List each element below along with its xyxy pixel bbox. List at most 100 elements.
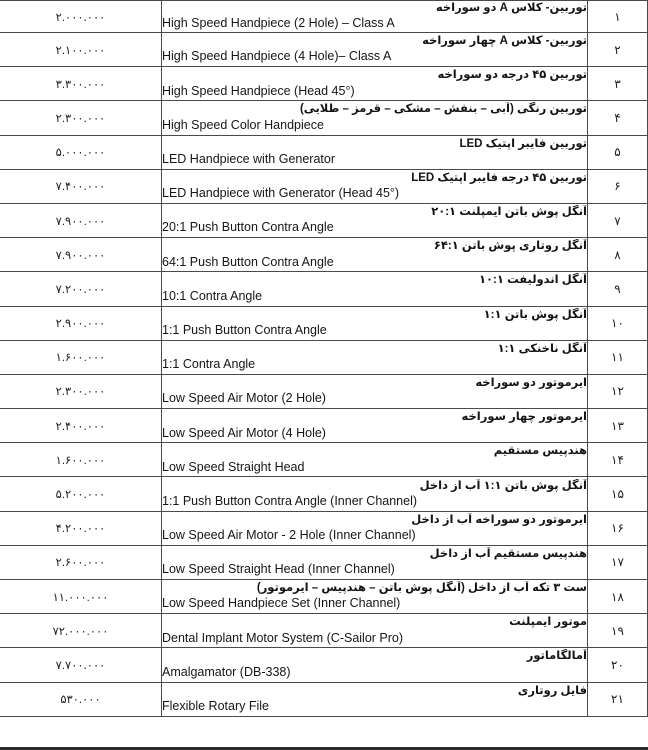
price-cell: ۲.۳۰۰.۰۰۰ <box>0 100 162 136</box>
row-number-cell: ۱۰ <box>587 305 648 341</box>
table-row[interactable]: ۱۶ ایرموتور دو سوراخه آب از داخل Low Spe… <box>0 510 648 546</box>
table-row[interactable]: ۱۸ ست ۳ تکه آب از داخل (آنگل پوش باتن – … <box>0 578 648 615</box>
table-row[interactable]: ۱۴ هندپیس مستقیم Low Speed Straight Head… <box>0 442 648 478</box>
product-name-cell: توربین- کلاس A چهار سوراخه High Speed Ha… <box>161 31 588 68</box>
product-name-fa: هندپیس مستقیم <box>493 445 587 458</box>
row-number-cell: ۲۱ <box>587 681 648 717</box>
product-name-en: LED Handpiece with Generator <box>162 152 336 167</box>
price-cell: ۲.۶۰۰.۰۰۰ <box>0 544 162 581</box>
row-number: ۳ <box>614 76 621 91</box>
product-name-cell: فایل روتاری Flexible Rotary File <box>161 681 588 717</box>
price-value: ۲.۳۰۰.۰۰۰ <box>55 112 106 125</box>
price-value: ۷.۹۰۰.۰۰۰ <box>55 215 106 228</box>
table-row[interactable]: ۱۵ آنگل پوش باتن ۱:۱ آب از داخل 1:1 Push… <box>0 476 648 512</box>
price-cell: ۱۱.۰۰۰.۰۰۰ <box>0 578 162 615</box>
price-cell: ۷.۲۰۰.۰۰۰ <box>0 271 162 307</box>
row-number: ۲ <box>614 42 621 57</box>
table-row[interactable]: ۱۳ ایرموتور چهار سوراخه Low Speed Air Mo… <box>0 408 648 444</box>
product-name-fa: ایرموتور چهار سوراخه <box>461 411 587 424</box>
product-name-en: LED Handpiece with Generator (Head 45°) <box>162 186 400 201</box>
product-name-en: 1:1 Contra Angle <box>162 357 256 372</box>
table-row[interactable]: ۱۰ آنگل پوش باتن ۱:۱ 1:1 Push Button Con… <box>0 305 648 341</box>
row-number-cell: ۶ <box>587 168 648 204</box>
price-cell: ۷.۹۰۰.۰۰۰ <box>0 202 162 239</box>
product-name-fa: توربین ۴۵ درجه دو سوراخه <box>437 69 587 82</box>
table-row[interactable]: ۱۷ هندپیس مستقیم آب از داخل Low Speed St… <box>0 544 648 581</box>
row-number: ۱۳ <box>611 418 624 433</box>
table-row[interactable]: ۸ آنگل روتاری پوش باتن ۶۴:۱ 64:1 Push Bu… <box>0 237 648 273</box>
table-row[interactable]: ۵ توربین فایبر اپتیک LED LED Handpiece w… <box>0 134 648 170</box>
table-row[interactable]: ۲ توربین- کلاس A چهار سوراخه High Speed … <box>0 31 648 68</box>
price-value: ۵.۲۰۰.۰۰۰ <box>55 489 106 502</box>
row-number: ۱۸ <box>611 589 624 604</box>
product-name-cell: هندپیس مستقیم آب از داخل Low Speed Strai… <box>161 544 588 581</box>
price-value: ۲.۹۰۰.۰۰۰ <box>55 318 106 331</box>
product-name-cell: آنگل ناخنکی ۱:۱ 1:1 Contra Angle <box>161 339 588 375</box>
table-row[interactable]: ۲۰ آمالگاماتور Amalgamator (DB-338) ۷.۷۰… <box>0 647 648 683</box>
row-number-cell: ۵ <box>587 134 648 170</box>
price-cell: ۵.۰۰۰.۰۰۰ <box>0 134 162 170</box>
product-name-fa: آمالگاماتور <box>526 650 587 663</box>
price-cell: ۲.۴۰۰.۰۰۰ <box>0 408 162 444</box>
price-cell: ۷.۹۰۰.۰۰۰ <box>0 237 162 273</box>
row-number-cell: ۱۱ <box>587 339 648 375</box>
row-number-cell: ۴ <box>587 100 648 136</box>
price-cell: ۷.۴۰۰.۰۰۰ <box>0 168 162 204</box>
row-number: ۱۹ <box>611 623 624 638</box>
row-number: ۱۴ <box>611 452 624 467</box>
product-name-fa: توربین- کلاس A دو سوراخه <box>435 2 587 14</box>
price-value: ۱.۶۰۰.۰۰۰ <box>55 454 106 467</box>
product-name-cell: آنگل روتاری پوش باتن ۶۴:۱ 64:1 Push Butt… <box>161 237 588 273</box>
row-number: ۱۰ <box>611 316 624 331</box>
product-name-en: Low Speed Handpiece Set (Inner Channel) <box>162 596 401 611</box>
product-name-en: High Speed Color Handpiece <box>162 117 324 132</box>
price-cell: ۲.۱۰۰.۰۰۰ <box>0 31 162 68</box>
product-name-fa: ایرموتور دو سوراخه <box>475 376 587 389</box>
product-name-fa: آنگل اندولیفت ۱۰:۱ <box>478 274 587 287</box>
row-number: ۹ <box>614 281 621 296</box>
product-name-en: Low Speed Air Motor (4 Hole) <box>162 425 326 440</box>
row-number: ۱۷ <box>611 555 624 570</box>
table-row[interactable]: ۳ توربین ۴۵ درجه دو سوراخه High Speed Ha… <box>0 66 648 102</box>
product-name-cell: ایرموتور چهار سوراخه Low Speed Air Motor… <box>161 408 588 444</box>
price-value: ۷.۹۰۰.۰۰۰ <box>55 249 106 262</box>
product-name-en: Flexible Rotary File <box>162 699 269 714</box>
row-number-cell: ۸ <box>587 237 648 273</box>
product-name-fa: توربین ۴۵ درجه فایبر اپتیک LED <box>411 171 587 184</box>
product-name-cell: آنگل پوش باتن ۱:۱ آب از داخل 1:1 Push Bu… <box>161 476 588 512</box>
table-row[interactable]: ۲۱ فایل روتاری Flexible Rotary File ۵۳۰.… <box>0 681 648 717</box>
table-row[interactable]: ۱۲ ایرموتور دو سوراخه Low Speed Air Moto… <box>0 373 648 410</box>
table-row[interactable]: ۴ توربین رنگی (آبی – بنفش – مشکی – قرمز … <box>0 100 648 136</box>
table-row[interactable]: ۹ آنگل اندولیفت ۱۰:۱ 10:1 Contra Angle ۷… <box>0 271 648 307</box>
price-list-table: ۱ توربین- کلاس A دو سوراخه High Speed Ha… <box>0 0 648 717</box>
product-name-cell: توربین ۴۵ درجه فایبر اپتیک LED LED Handp… <box>161 168 588 204</box>
row-number-cell: ۳ <box>587 66 648 102</box>
row-number-cell: ۱۷ <box>587 544 648 581</box>
price-value: ۷.۲۰۰.۰۰۰ <box>55 283 106 296</box>
row-number: ۲۰ <box>611 657 624 672</box>
product-name-cell: موتور ایمپلنت Dental Implant Motor Syste… <box>161 613 588 649</box>
product-name-fa: توربین- کلاس A چهار سوراخه <box>422 35 587 48</box>
product-name-en: 1:1 Push Button Contra Angle (Inner Chan… <box>162 493 418 508</box>
table-row[interactable]: ۱۹ موتور ایمپلنت Dental Implant Motor Sy… <box>0 613 648 649</box>
table-row[interactable]: ۶ توربین ۴۵ درجه فایبر اپتیک LED LED Han… <box>0 168 648 204</box>
product-name-cell: توربین- کلاس A دو سوراخه High Speed Hand… <box>161 0 588 33</box>
table-row[interactable]: ۱ توربین- کلاس A دو سوراخه High Speed Ha… <box>0 0 648 33</box>
product-name-fa: آنگل پوش باتن ایمپلنت ۲۰:۱ <box>431 206 587 219</box>
price-value: ۲.۳۰۰.۰۰۰ <box>55 386 106 399</box>
product-name-en: Low Speed Straight Head (Inner Channel) <box>162 562 395 577</box>
price-value: ۵۳۰.۰۰۰ <box>60 694 101 707</box>
product-name-en: 10:1 Contra Angle <box>162 288 263 303</box>
row-number-cell: ۱ <box>587 0 648 33</box>
product-name-cell: توربین ۴۵ درجه دو سوراخه High Speed Hand… <box>161 66 588 102</box>
row-number-cell: ۱۴ <box>587 442 648 478</box>
row-number-cell: ۱۳ <box>587 408 648 444</box>
row-number-cell: ۱۲ <box>587 373 648 410</box>
price-value: ۷.۴۰۰.۰۰۰ <box>55 181 106 194</box>
table-row[interactable]: ۱۱ آنگل ناخنکی ۱:۱ 1:1 Contra Angle ۱.۶۰… <box>0 339 648 375</box>
table-row[interactable]: ۷ آنگل پوش باتن ایمپلنت ۲۰:۱ 20:1 Push B… <box>0 202 648 239</box>
price-cell: ۵.۲۰۰.۰۰۰ <box>0 476 162 512</box>
price-value: ۴.۲۰۰.۰۰۰ <box>55 523 106 536</box>
row-number: ۱ <box>614 9 621 24</box>
price-value: ۲.۱۰۰.۰۰۰ <box>55 44 106 57</box>
